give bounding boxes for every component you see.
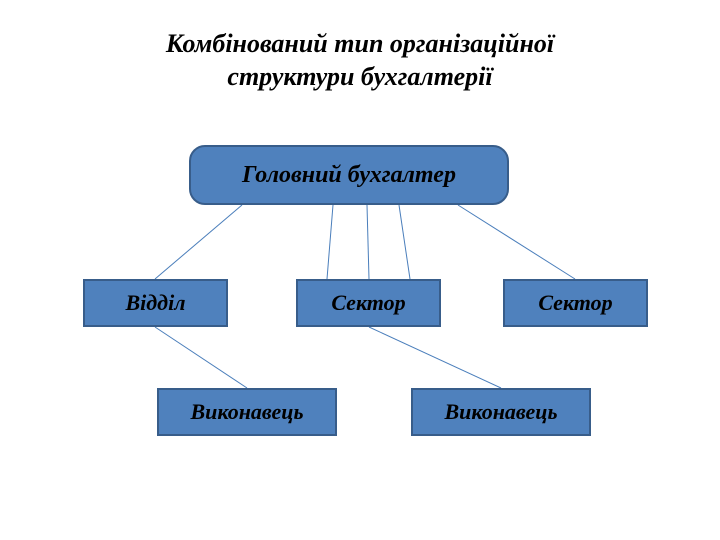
node-vyk2: Виконавець xyxy=(411,388,591,436)
title-line1: Комбінований тип організаційної xyxy=(166,29,554,58)
node-vyk1: Виконавець xyxy=(157,388,337,436)
title-line2: структури бухгалтерії xyxy=(227,62,492,91)
diagram-title: Комбінований тип організаційної структур… xyxy=(0,28,720,93)
node-root: Головний бухгалтер xyxy=(189,145,509,205)
node-viddil: Відділ xyxy=(83,279,228,327)
node-sektor2: Сектор xyxy=(503,279,648,327)
node-sektor1: Сектор xyxy=(296,279,441,327)
